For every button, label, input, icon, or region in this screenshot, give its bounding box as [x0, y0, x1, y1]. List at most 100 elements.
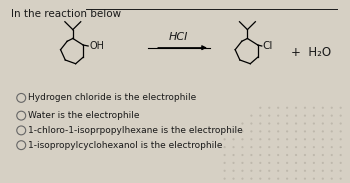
Circle shape	[313, 122, 315, 125]
Circle shape	[295, 162, 297, 164]
Circle shape	[313, 178, 315, 180]
Circle shape	[322, 130, 324, 132]
Circle shape	[277, 162, 279, 164]
Circle shape	[295, 170, 297, 172]
Circle shape	[295, 138, 297, 140]
Circle shape	[331, 146, 333, 148]
Circle shape	[340, 107, 342, 109]
Circle shape	[268, 146, 270, 148]
Circle shape	[340, 170, 342, 172]
Text: CI: CI	[263, 41, 273, 51]
Circle shape	[340, 138, 342, 140]
Circle shape	[295, 115, 297, 117]
Circle shape	[224, 146, 226, 148]
Circle shape	[295, 146, 297, 148]
Circle shape	[232, 162, 234, 164]
Circle shape	[322, 146, 324, 148]
Circle shape	[304, 138, 306, 140]
Circle shape	[304, 178, 306, 180]
Circle shape	[268, 122, 270, 125]
Circle shape	[259, 146, 261, 148]
Circle shape	[232, 178, 234, 180]
Circle shape	[241, 178, 244, 180]
Circle shape	[304, 122, 306, 125]
Circle shape	[268, 154, 270, 156]
Circle shape	[331, 130, 333, 132]
Circle shape	[331, 107, 333, 109]
Circle shape	[250, 130, 252, 132]
Circle shape	[340, 122, 342, 125]
Circle shape	[322, 115, 324, 117]
Circle shape	[250, 154, 252, 156]
Circle shape	[277, 115, 279, 117]
Circle shape	[286, 146, 288, 148]
Circle shape	[295, 154, 297, 156]
Circle shape	[268, 162, 270, 164]
Circle shape	[286, 107, 288, 109]
Circle shape	[277, 138, 279, 140]
Circle shape	[295, 130, 297, 132]
Circle shape	[340, 162, 342, 164]
Circle shape	[340, 115, 342, 117]
Circle shape	[232, 170, 234, 172]
Circle shape	[250, 138, 252, 140]
Text: 1-chloro-1-isoprpopylhexane is the electrophile: 1-chloro-1-isoprpopylhexane is the elect…	[28, 126, 243, 135]
Circle shape	[304, 162, 306, 164]
Circle shape	[268, 138, 270, 140]
Circle shape	[268, 107, 270, 109]
Circle shape	[331, 178, 333, 180]
Circle shape	[313, 170, 315, 172]
Circle shape	[313, 115, 315, 117]
Circle shape	[259, 115, 261, 117]
Circle shape	[340, 154, 342, 156]
Circle shape	[313, 146, 315, 148]
Circle shape	[250, 122, 252, 125]
Circle shape	[224, 154, 226, 156]
Circle shape	[277, 107, 279, 109]
Circle shape	[340, 130, 342, 132]
Circle shape	[232, 138, 234, 140]
Circle shape	[304, 154, 306, 156]
Circle shape	[232, 154, 234, 156]
Circle shape	[295, 107, 297, 109]
Circle shape	[331, 154, 333, 156]
Circle shape	[313, 107, 315, 109]
Circle shape	[250, 146, 252, 148]
Text: Water is the electrophile: Water is the electrophile	[28, 111, 140, 120]
Text: +  H₂O: + H₂O	[291, 46, 331, 59]
Circle shape	[286, 122, 288, 125]
Circle shape	[277, 178, 279, 180]
Circle shape	[277, 170, 279, 172]
Circle shape	[295, 178, 297, 180]
Text: Hydrogen chloride is the electrophile: Hydrogen chloride is the electrophile	[28, 93, 196, 102]
Circle shape	[286, 178, 288, 180]
Circle shape	[286, 115, 288, 117]
Circle shape	[286, 170, 288, 172]
Circle shape	[313, 162, 315, 164]
Circle shape	[259, 122, 261, 125]
Circle shape	[340, 146, 342, 148]
Circle shape	[340, 178, 342, 180]
Circle shape	[241, 122, 244, 125]
Circle shape	[241, 130, 244, 132]
Circle shape	[241, 154, 244, 156]
Circle shape	[232, 130, 234, 132]
Circle shape	[313, 154, 315, 156]
Circle shape	[304, 130, 306, 132]
Circle shape	[250, 178, 252, 180]
Circle shape	[259, 154, 261, 156]
Circle shape	[313, 130, 315, 132]
Circle shape	[224, 178, 226, 180]
Circle shape	[259, 130, 261, 132]
Text: In the reaction below: In the reaction below	[11, 9, 121, 19]
Circle shape	[277, 154, 279, 156]
Circle shape	[259, 107, 261, 109]
Circle shape	[268, 170, 270, 172]
Circle shape	[331, 115, 333, 117]
Circle shape	[322, 162, 324, 164]
Circle shape	[286, 154, 288, 156]
Circle shape	[331, 162, 333, 164]
Circle shape	[295, 122, 297, 125]
Circle shape	[286, 130, 288, 132]
Circle shape	[250, 115, 252, 117]
